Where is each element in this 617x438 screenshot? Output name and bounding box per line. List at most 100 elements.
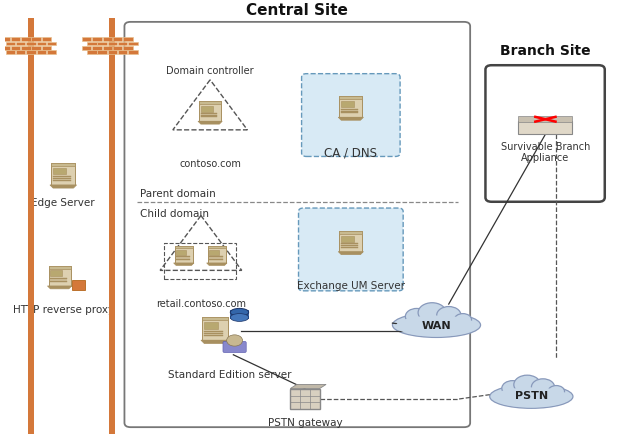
Bar bbox=[209, 259, 223, 260]
Bar bbox=[201, 117, 217, 118]
Text: Standard Edition server: Standard Edition server bbox=[168, 369, 291, 379]
Bar bbox=[51, 282, 67, 283]
Text: CA / DNS: CA / DNS bbox=[325, 146, 378, 159]
Text: PSTN: PSTN bbox=[515, 390, 548, 400]
Text: Exchange UM Server: Exchange UM Server bbox=[297, 280, 405, 290]
Ellipse shape bbox=[230, 309, 249, 317]
Text: Survivable Branch
Appliance: Survivable Branch Appliance bbox=[501, 141, 590, 163]
Bar bbox=[1, 38, 10, 42]
Bar bbox=[230, 311, 249, 319]
Text: PSTN gateway: PSTN gateway bbox=[268, 417, 342, 427]
Circle shape bbox=[502, 381, 523, 396]
Bar bbox=[1, 47, 10, 50]
Circle shape bbox=[531, 379, 555, 396]
Bar bbox=[82, 38, 91, 42]
Bar bbox=[31, 38, 41, 42]
Bar bbox=[201, 116, 217, 117]
Bar bbox=[204, 335, 223, 336]
Bar bbox=[341, 236, 354, 242]
Bar bbox=[107, 51, 117, 55]
FancyBboxPatch shape bbox=[207, 246, 226, 263]
Bar bbox=[51, 278, 67, 279]
Bar bbox=[53, 169, 67, 175]
Bar bbox=[209, 257, 223, 258]
Bar bbox=[118, 42, 128, 46]
Bar bbox=[53, 178, 71, 180]
Ellipse shape bbox=[230, 314, 249, 321]
Ellipse shape bbox=[493, 388, 570, 407]
Bar bbox=[21, 47, 31, 50]
Text: WAN: WAN bbox=[421, 321, 451, 331]
Polygon shape bbox=[201, 340, 229, 344]
Bar bbox=[11, 38, 20, 42]
Text: retail.contoso.com: retail.contoso.com bbox=[156, 299, 246, 309]
Bar bbox=[87, 42, 96, 46]
Bar bbox=[341, 247, 358, 248]
Bar bbox=[341, 111, 358, 112]
Bar bbox=[49, 266, 70, 269]
Bar bbox=[107, 42, 117, 46]
FancyBboxPatch shape bbox=[223, 342, 246, 353]
Text: HTTP reverse proxy: HTTP reverse proxy bbox=[13, 304, 114, 314]
Bar bbox=[16, 51, 25, 55]
Bar bbox=[42, 47, 51, 50]
Text: contoso.com: contoso.com bbox=[179, 158, 241, 168]
Bar bbox=[207, 246, 226, 249]
FancyBboxPatch shape bbox=[339, 97, 362, 118]
Bar bbox=[11, 47, 20, 50]
Bar bbox=[201, 114, 217, 115]
Bar bbox=[72, 281, 85, 290]
FancyBboxPatch shape bbox=[175, 246, 193, 263]
Bar bbox=[113, 47, 122, 50]
Bar bbox=[36, 42, 46, 46]
FancyBboxPatch shape bbox=[339, 231, 362, 252]
FancyBboxPatch shape bbox=[302, 74, 400, 157]
Bar bbox=[201, 106, 213, 113]
Bar bbox=[290, 389, 320, 410]
Text: Domain controller: Domain controller bbox=[167, 66, 254, 76]
Circle shape bbox=[454, 314, 471, 326]
Bar bbox=[341, 102, 354, 108]
Bar bbox=[341, 113, 358, 114]
Ellipse shape bbox=[395, 316, 478, 337]
Bar bbox=[176, 258, 190, 259]
Bar bbox=[92, 38, 102, 42]
FancyBboxPatch shape bbox=[486, 66, 605, 202]
Polygon shape bbox=[50, 186, 77, 189]
Ellipse shape bbox=[490, 385, 573, 408]
Bar bbox=[339, 231, 362, 234]
Bar bbox=[204, 333, 223, 334]
Polygon shape bbox=[173, 263, 194, 266]
Bar bbox=[47, 51, 56, 55]
Text: Edge Server: Edge Server bbox=[31, 198, 95, 208]
Bar bbox=[42, 38, 51, 42]
Polygon shape bbox=[338, 252, 363, 255]
Bar bbox=[175, 246, 193, 249]
Text: Central Site: Central Site bbox=[246, 3, 348, 18]
Bar bbox=[128, 42, 138, 46]
Bar bbox=[176, 259, 190, 260]
Bar bbox=[27, 51, 36, 55]
FancyBboxPatch shape bbox=[125, 23, 470, 427]
FancyBboxPatch shape bbox=[199, 102, 221, 122]
Bar bbox=[92, 47, 102, 50]
Bar bbox=[102, 47, 112, 50]
Bar bbox=[87, 51, 96, 55]
Bar bbox=[176, 257, 190, 258]
Ellipse shape bbox=[392, 313, 481, 338]
Polygon shape bbox=[207, 263, 227, 266]
Bar bbox=[28, 18, 34, 434]
Bar bbox=[518, 122, 573, 135]
Bar bbox=[16, 42, 25, 46]
Bar bbox=[518, 117, 573, 122]
Circle shape bbox=[226, 335, 242, 346]
Bar bbox=[341, 245, 358, 246]
Bar bbox=[204, 331, 223, 332]
Bar bbox=[209, 258, 223, 259]
Bar bbox=[102, 38, 112, 42]
Bar bbox=[27, 42, 36, 46]
Bar bbox=[339, 97, 362, 100]
Bar bbox=[53, 180, 71, 181]
Bar bbox=[109, 18, 115, 434]
Polygon shape bbox=[198, 122, 222, 125]
